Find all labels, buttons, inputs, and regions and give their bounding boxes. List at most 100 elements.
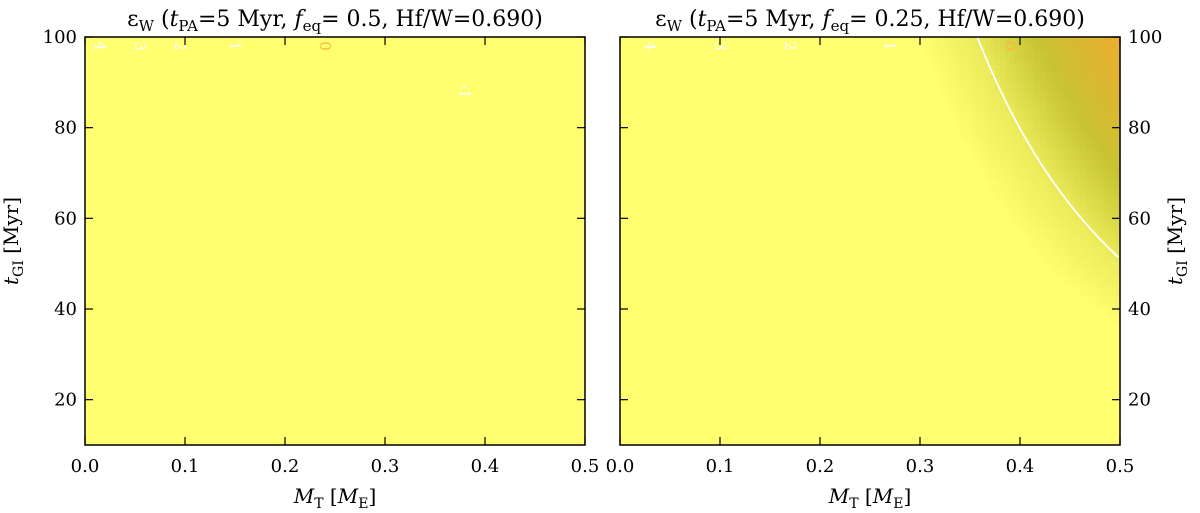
heatmap-cell	[225, 309, 231, 317]
heatmap-cell	[275, 159, 281, 167]
heatmap-cell	[210, 57, 216, 65]
heatmap-cell	[135, 207, 141, 215]
heatmap-cell	[160, 322, 166, 330]
heatmap-cell	[340, 424, 346, 432]
heatmap-cell	[215, 438, 221, 446]
heatmap-cell	[85, 295, 91, 303]
heatmap-cell	[450, 98, 456, 106]
heatmap-cell	[150, 159, 156, 167]
heatmap-cell	[260, 315, 266, 324]
heatmap-cell	[275, 98, 281, 106]
heatmap-cell	[390, 37, 396, 45]
heatmap-cell	[385, 220, 391, 228]
heatmap-cell	[210, 268, 216, 276]
heatmap-cell	[275, 71, 281, 79]
heatmap-cell	[235, 315, 241, 324]
heatmap-cell	[310, 50, 316, 58]
heatmap-cell	[485, 43, 491, 52]
heatmap-cell	[485, 390, 491, 398]
heatmap-cell	[395, 349, 401, 358]
heatmap-cell	[235, 363, 241, 371]
heatmap-cell	[395, 390, 401, 398]
heatmap-cell	[455, 288, 461, 296]
heatmap-cell	[260, 111, 266, 120]
heatmap-cell	[425, 77, 431, 86]
heatmap-cell	[345, 166, 351, 174]
heatmap-cell	[385, 37, 391, 45]
heatmap-cell	[290, 309, 296, 317]
heatmap-cell	[265, 125, 271, 133]
heatmap-cell	[350, 57, 356, 65]
heatmap-cell	[385, 281, 391, 290]
heatmap-cell	[265, 275, 271, 283]
heatmap-cell	[145, 363, 151, 371]
heatmap-cell	[425, 302, 431, 310]
heatmap-cell	[420, 77, 426, 86]
heatmap-cell	[225, 77, 231, 86]
heatmap-cell	[450, 64, 456, 72]
heatmap-cell	[175, 309, 181, 317]
heatmap-cell	[340, 166, 346, 174]
heatmap-cell	[450, 207, 456, 215]
heatmap-cell	[145, 173, 151, 181]
heatmap-cell	[320, 343, 326, 351]
heatmap-cell	[255, 411, 261, 419]
heatmap-cell	[420, 132, 426, 140]
heatmap-cell	[240, 431, 246, 439]
heatmap-cell	[125, 200, 131, 208]
heatmap-cell	[495, 179, 501, 188]
heatmap-cell	[370, 349, 376, 358]
heatmap-cell	[440, 356, 446, 364]
heatmap-cell	[225, 125, 231, 133]
heatmap-cell	[355, 179, 361, 188]
heatmap-cell	[275, 220, 281, 228]
heatmap-cell	[390, 173, 396, 181]
heatmap-cell	[480, 295, 486, 303]
heatmap-cell	[125, 288, 131, 296]
heatmap-cell	[200, 281, 206, 290]
heatmap-cell	[425, 50, 431, 58]
heatmap-cell	[430, 98, 436, 106]
heatmap-cell	[165, 247, 171, 256]
heatmap-cell	[90, 241, 96, 249]
heatmap-cell	[355, 98, 361, 106]
heatmap-cell	[135, 166, 141, 174]
heatmap-cell	[460, 227, 466, 235]
heatmap-cell	[230, 241, 236, 249]
heatmap-cell	[360, 166, 366, 174]
heatmap-cell	[190, 91, 196, 99]
heatmap-cell	[180, 234, 186, 242]
heatmap-cell	[290, 159, 296, 167]
heatmap-cell	[380, 200, 386, 208]
heatmap-cell	[420, 50, 426, 58]
heatmap-cell	[305, 411, 311, 419]
heatmap-cell	[190, 145, 196, 154]
heatmap-cell	[490, 77, 496, 86]
heatmap-cell	[395, 159, 401, 167]
heatmap-cell	[180, 247, 186, 256]
heatmap-cell	[390, 363, 396, 371]
heatmap-cell	[425, 431, 431, 439]
heatmap-cell	[280, 207, 286, 215]
heatmap-cell	[95, 370, 101, 378]
heatmap-cell	[305, 315, 311, 324]
heatmap-cell	[205, 288, 211, 296]
heatmap-cell	[190, 438, 196, 446]
heatmap-cell	[425, 261, 431, 269]
heatmap-cell	[115, 404, 121, 412]
heatmap-cell	[285, 411, 291, 419]
heatmap-cell	[460, 281, 466, 290]
heatmap-cell	[495, 111, 501, 120]
heatmap-cell	[110, 356, 116, 364]
heatmap-cell	[315, 159, 321, 167]
heatmap-cell	[365, 220, 371, 228]
heatmap-cell	[235, 424, 241, 432]
heatmap-cell	[290, 241, 296, 249]
heatmap-cell	[145, 397, 151, 405]
heatmap-cell	[295, 186, 301, 194]
heatmap-cell	[190, 125, 196, 133]
heatmap-cell	[350, 247, 356, 256]
heatmap-cell	[395, 98, 401, 106]
heatmap-cell	[440, 404, 446, 412]
heatmap-cell	[135, 438, 141, 446]
